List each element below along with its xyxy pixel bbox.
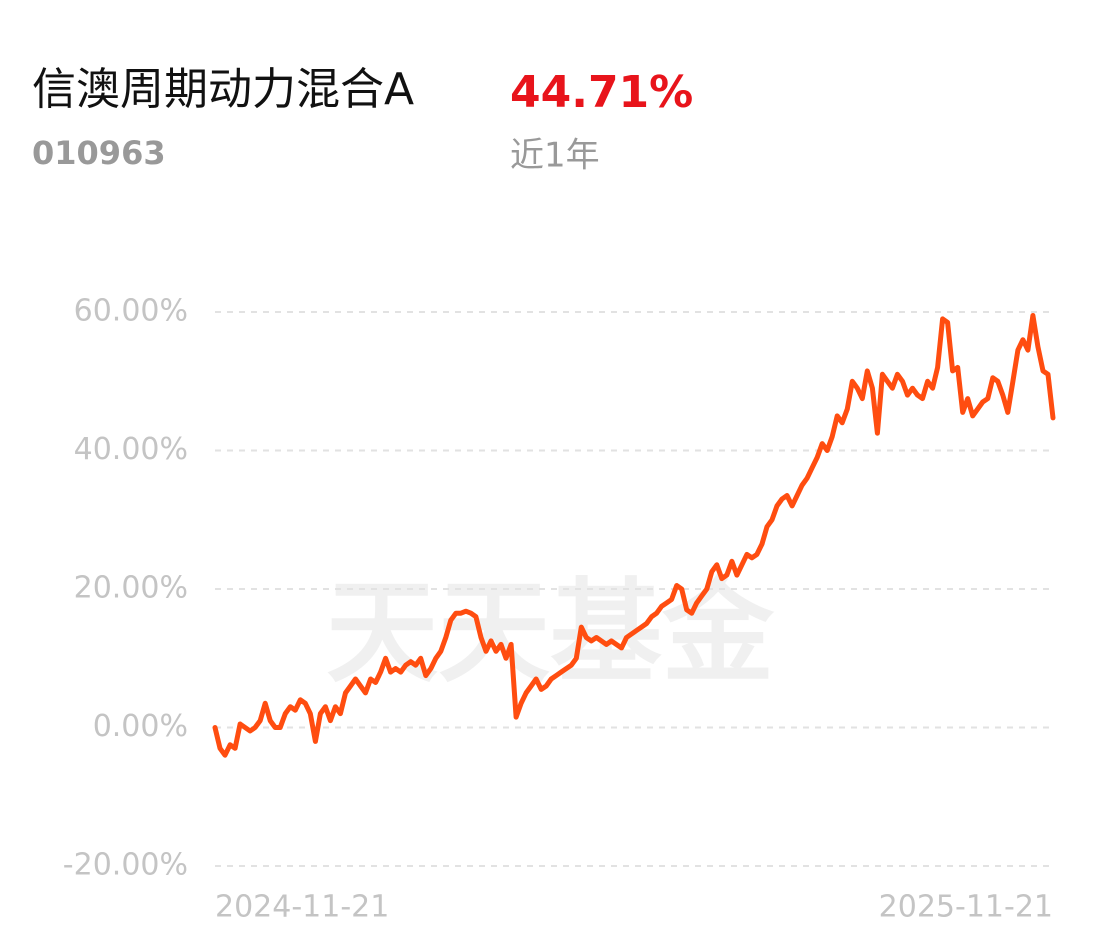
y-tick-label: 60.00% [74, 294, 188, 329]
y-tick-label: 40.00% [74, 432, 188, 467]
y-tick-label: 20.00% [74, 571, 188, 606]
line [212, 313, 1056, 758]
y-tick-label: -20.00% [63, 848, 188, 883]
x-tick-label: 2024-11-21 [215, 890, 389, 925]
chart-title: 信澳周期动力混合A [32, 64, 414, 115]
x-tick-label: 2025-11-21 [879, 890, 1053, 925]
period-label: 近1年 [510, 136, 600, 176]
y-tick-label: 0.00% [93, 709, 188, 744]
fund-code: 010963 [32, 134, 166, 172]
return-value: 44.71% [510, 67, 693, 118]
